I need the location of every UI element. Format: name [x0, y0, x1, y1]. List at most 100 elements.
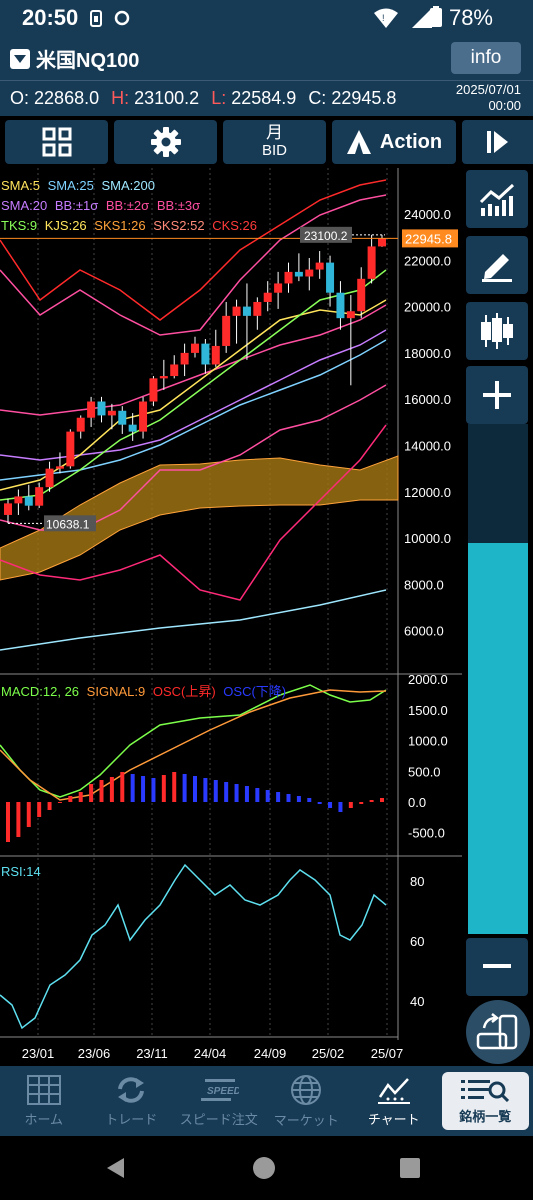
x-tick-label: 25/02	[312, 1046, 345, 1061]
nav-trade-label: トレード	[105, 1111, 158, 1127]
macd-histogram-bar	[161, 775, 166, 802]
legend-osc-down: OSC(下降)	[223, 684, 287, 699]
y-tick-label: 16000.0	[404, 392, 451, 407]
macd-histogram-bar	[182, 774, 187, 802]
price-type-label: BID	[261, 142, 287, 159]
nav-chart[interactable]: チャート	[350, 1066, 438, 1136]
macd-histogram-bar	[255, 788, 260, 802]
price-chart[interactable]: 23/01 23/06 23/11 24/04 24/09 25/02 25/07 24000…	[0, 168, 462, 1068]
candle-body	[367, 246, 376, 279]
x-tick-label: 23/11	[136, 1046, 168, 1061]
chart-type-button[interactable]	[466, 302, 528, 360]
zoom-out-button[interactable]	[466, 938, 528, 996]
candle-body	[274, 283, 283, 293]
list-search-icon	[461, 1079, 510, 1102]
y-tick-label: 22000.0	[404, 253, 451, 268]
candle-body	[263, 292, 272, 302]
drawing-button[interactable]	[466, 236, 528, 294]
legend-signal: SIGNAL:9	[86, 684, 146, 699]
candle-body	[45, 468, 54, 488]
nav-market[interactable]: マーケット	[263, 1066, 351, 1136]
candle-body	[139, 401, 148, 432]
candle-body	[24, 496, 33, 506]
zoom-in-button[interactable]	[466, 366, 528, 424]
rsi-line	[0, 863, 387, 1030]
nav-trade[interactable]: トレード	[88, 1066, 176, 1136]
candle-body	[14, 496, 23, 504]
y-tick-label: 18000.0	[404, 346, 451, 361]
legend-sma200: SMA:200	[101, 178, 155, 193]
macd-histogram-bar	[47, 802, 52, 810]
macd-histogram-bar	[109, 777, 114, 802]
macd-histogram-bar	[203, 778, 208, 802]
y-tick-label: 24000.0	[404, 207, 451, 222]
macd-histogram-bar	[296, 796, 301, 802]
macd-histogram-bar	[172, 772, 177, 802]
macd-histogram-bar	[213, 780, 218, 802]
candle-body	[149, 378, 158, 402]
macd-histogram-bar	[224, 782, 229, 802]
system-nav	[0, 1136, 533, 1200]
x-tick-label: 25/07	[371, 1046, 404, 1061]
symbol-selector[interactable]: 米国NQ100	[10, 44, 139, 73]
globe-icon	[291, 1074, 322, 1105]
x-tick-label: 24/04	[194, 1046, 227, 1061]
battery-text: 78%	[448, 5, 493, 30]
bar-time: 00:00	[488, 98, 521, 113]
legend-senkou1: SKS1:26	[94, 218, 146, 233]
bottom-nav: ホーム トレード SPEED スピード注文 マーケット チャート 銘柄一覧	[0, 1066, 533, 1136]
home-icon[interactable]	[251, 1155, 277, 1181]
legend-chikou: CKS:26	[212, 218, 258, 233]
macd-histogram-bar	[141, 776, 146, 802]
chevron-down-icon	[10, 48, 30, 69]
zoom-slider-fill[interactable]	[468, 543, 528, 934]
rotate-screen-button[interactable]	[466, 1000, 530, 1064]
candle-body	[87, 401, 96, 418]
nav-speed-order[interactable]: SPEED スピード注文	[175, 1066, 263, 1136]
legend-bb2: BB:±2σ	[105, 198, 150, 213]
high-tag-bg	[300, 226, 352, 243]
symbol-name: 米国NQ100	[36, 50, 140, 72]
candle-body	[294, 271, 303, 277]
legend-senkou2: SKS2:52	[153, 218, 205, 233]
macd-tick-label: 1000.0	[408, 734, 448, 749]
layout-button[interactable]	[5, 120, 108, 164]
candle-body	[201, 343, 210, 365]
candle-body	[107, 410, 116, 416]
indicator-button[interactable]	[466, 170, 528, 228]
play-button[interactable]	[462, 120, 533, 164]
macd-histogram-bar	[307, 798, 312, 802]
candle-body	[315, 262, 324, 270]
nav-symbol-list-label: 銘柄一覧	[459, 1108, 512, 1124]
y-tick-label: 10000.0	[404, 531, 451, 546]
settings-button[interactable]	[114, 120, 217, 164]
nav-home[interactable]: ホーム	[0, 1066, 88, 1136]
low-value: 22584.9	[231, 88, 297, 108]
candle-body	[76, 417, 85, 432]
chart-nav-icon	[377, 1077, 410, 1104]
candle-body	[232, 306, 241, 316]
ohlc-values: O: 22868.0 H: 23100.2 L: 22584.9 C: 2294…	[10, 88, 396, 109]
sma200-line	[0, 589, 387, 651]
period-button[interactable]: 月 BID	[223, 120, 326, 164]
legend-main: SMA:5 SMA:25 SMA:200 SMA:20 BB:±1σ BB:±2…	[1, 176, 257, 236]
info-button[interactable]: info	[451, 42, 521, 74]
back-icon[interactable]	[104, 1156, 128, 1180]
legend-rsi: RSI:14	[1, 864, 41, 879]
recents-icon[interactable]	[399, 1157, 421, 1179]
legend-sma5: SMA:5	[1, 178, 41, 193]
legend-kijun: KJS:26	[44, 218, 87, 233]
macd-histogram-bar	[6, 802, 10, 842]
y-tick-label: 20000.0	[404, 300, 451, 315]
legend-macd-line: MACD:12, 26	[1, 684, 80, 699]
nav-symbol-list[interactable]: 銘柄一覧	[441, 1072, 529, 1130]
open-value: 22868.0	[34, 88, 100, 108]
macd-tick-label: 500.0	[408, 764, 441, 779]
action-button[interactable]: Action	[332, 120, 456, 164]
high-value: 23100.2	[134, 88, 200, 108]
candle-body	[305, 269, 314, 277]
macd-histogram-bar	[120, 772, 125, 802]
legend-bb3: BB:±3σ	[156, 198, 201, 213]
rsi-tick-label: 80	[410, 874, 424, 889]
macd-tick-label: -500.0	[408, 826, 445, 841]
